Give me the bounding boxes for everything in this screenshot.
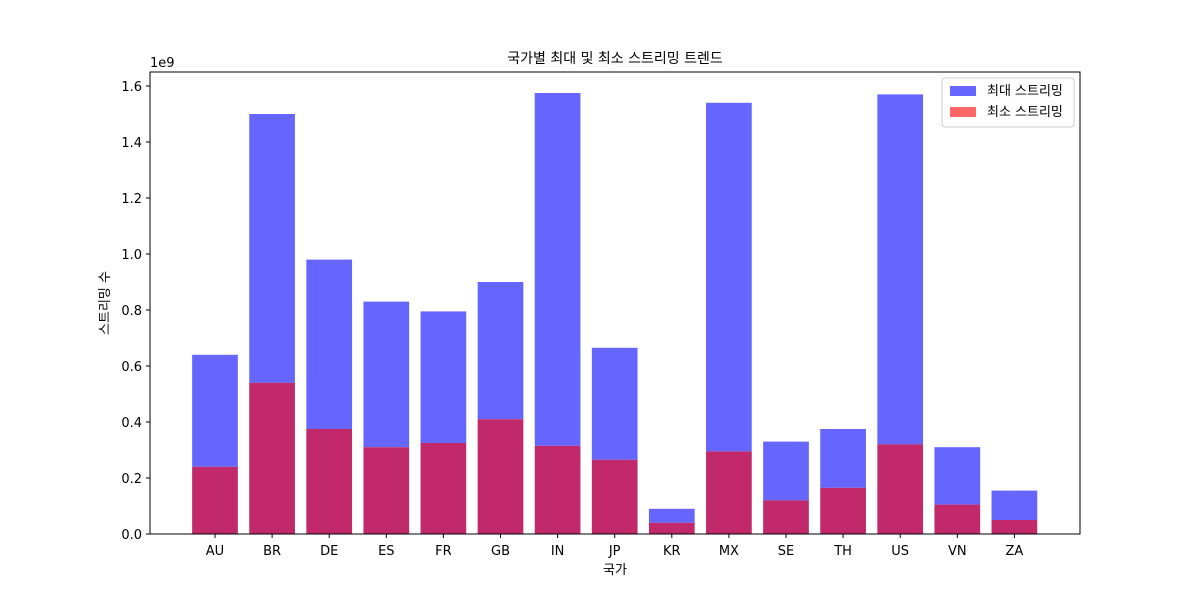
chart-title: 국가별 최대 및 최소 스트리밍 트렌드: [507, 51, 723, 67]
bar-min-KR: [648, 522, 695, 534]
x-tick-label: US: [891, 544, 909, 559]
y-axis-ticks: 0.0 0.2 0.4 0.6 0.8 1.0 1.2 1.4 1.6: [121, 80, 150, 543]
y-tick-label: 0.8: [121, 304, 142, 319]
legend-label-max: 최대 스트리밍: [987, 84, 1063, 99]
bar-max-GB: [477, 282, 524, 420]
y-tick-label: 0.6: [121, 360, 142, 375]
x-tick-label: TH: [833, 544, 852, 559]
bar-max-VN: [934, 447, 981, 505]
bar-max-ES: [363, 301, 410, 448]
x-tick-label: SE: [778, 544, 794, 559]
x-tick-label: GB: [491, 544, 510, 559]
bars-group: [192, 93, 1038, 534]
x-tick-label: DE: [320, 544, 338, 559]
y-tick-label: 1.0: [121, 248, 142, 263]
bar-min-ES: [363, 447, 410, 534]
x-tick-label: ES: [378, 544, 394, 559]
bar-max-TH: [820, 429, 866, 488]
y-tick-label: 0.0: [121, 528, 142, 543]
bar-max-SE: [763, 441, 809, 501]
x-axis-ticks: AU BR DE ES FR GB IN JP KR MX SE TH US VN ZA: [206, 534, 1023, 559]
bar-max-MX: [706, 102, 752, 452]
bar-min-GB: [477, 419, 524, 534]
bar-min-JP: [591, 459, 638, 534]
y-tick-label: 0.4: [121, 416, 142, 431]
y-multiplier-label: 1e9: [150, 56, 175, 71]
bar-max-KR: [648, 508, 695, 523]
bar-min-FR: [420, 443, 467, 534]
bar-min-MX: [706, 451, 752, 534]
x-tick-label: VN: [948, 544, 967, 559]
x-axis-title: 국가: [603, 563, 627, 578]
bar-min-DE: [306, 429, 353, 534]
bar-max-AU: [192, 354, 238, 467]
bar-min-ZA: [991, 520, 1038, 534]
bar-min-SE: [763, 500, 809, 534]
bar-max-DE: [306, 259, 353, 429]
y-tick-label: 1.2: [121, 192, 142, 207]
bar-min-IN: [534, 445, 581, 534]
bar-min-US: [877, 444, 924, 534]
x-tick-label: MX: [719, 544, 739, 559]
x-tick-label: AU: [206, 544, 224, 559]
bar-min-AU: [192, 466, 238, 534]
x-tick-label: ZA: [1005, 544, 1023, 559]
y-axis-title: 스트리밍 수: [98, 271, 113, 335]
legend-label-min: 최소 스트리밍: [987, 105, 1063, 120]
bar-max-JP: [591, 347, 638, 460]
x-tick-label: FR: [435, 544, 452, 559]
bar-min-BR: [249, 382, 295, 534]
x-tick-label: IN: [551, 544, 565, 559]
bar-min-TH: [820, 487, 866, 534]
y-tick-label: 0.2: [121, 472, 142, 487]
bar-max-ZA: [991, 490, 1038, 520]
legend-swatch-max: [950, 86, 976, 96]
x-tick-label: KR: [663, 544, 681, 559]
bar-max-BR: [249, 114, 295, 383]
bar-max-US: [877, 94, 924, 445]
bar-max-IN: [534, 93, 581, 446]
bar-max-FR: [420, 311, 467, 443]
legend: 최대 스트리밍 최소 스트리밍: [941, 77, 1075, 128]
bar-min-VN: [934, 504, 981, 534]
plot-frame: [149, 71, 1081, 535]
x-tick-label: JP: [608, 544, 621, 559]
y-tick-label: 1.4: [121, 136, 142, 151]
y-tick-label: 1.6: [121, 80, 142, 95]
legend-swatch-min: [950, 107, 976, 117]
x-tick-label: BR: [263, 544, 281, 559]
